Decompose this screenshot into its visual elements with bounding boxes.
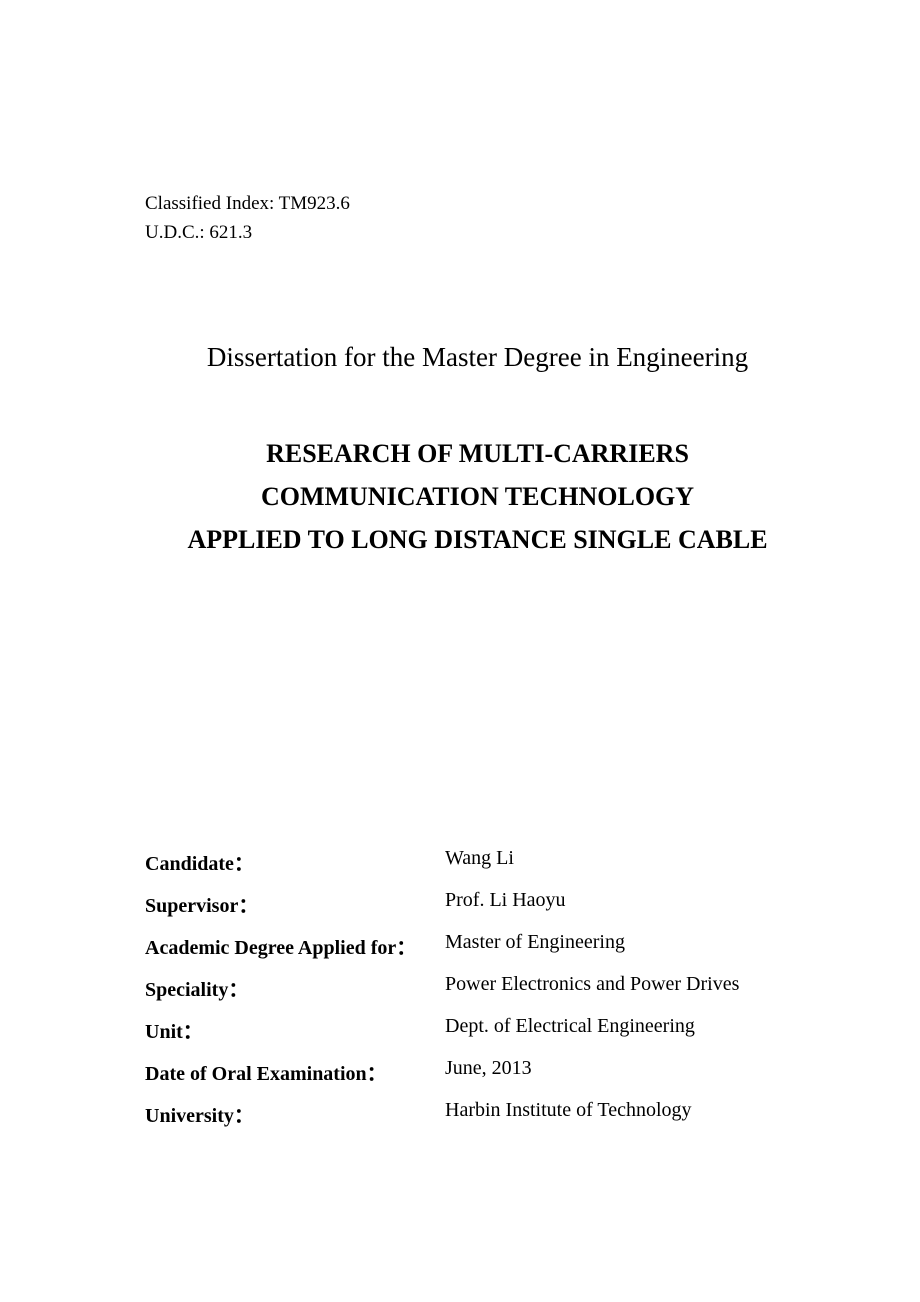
classification-block: Classified Index: TM923.6 U.D.C.: 621.3: [145, 190, 810, 247]
info-table: Candidate： Wang Li Supervisor： Prof. Li …: [145, 847, 810, 1128]
info-row-unit: Unit： Dept. of Electrical Engineering: [145, 1015, 810, 1044]
info-label: Date of Oral Examination：: [145, 1057, 445, 1086]
info-row-exam-date: Date of Oral Examination： June, 2013: [145, 1057, 810, 1086]
info-value: Harbin Institute of Technology: [445, 1099, 692, 1128]
title-line-2: COMMUNICATION TECHNOLOGY: [145, 476, 810, 519]
title-line-3: APPLIED TO LONG DISTANCE SINGLE CABLE: [145, 519, 810, 562]
dissertation-title: RESEARCH OF MULTI-CARRIERS COMMUNICATION…: [145, 433, 810, 562]
udc-code: U.D.C.: 621.3: [145, 219, 810, 248]
info-value: June, 2013: [445, 1057, 532, 1086]
info-value: Prof. Li Haoyu: [445, 889, 566, 918]
info-label: Unit：: [145, 1015, 445, 1044]
info-row-degree: Academic Degree Applied for： Master of E…: [145, 931, 810, 960]
title-page: Classified Index: TM923.6 U.D.C.: 621.3 …: [0, 0, 920, 1128]
info-value: Wang Li: [445, 847, 514, 876]
info-row-university: University： Harbin Institute of Technolo…: [145, 1099, 810, 1128]
title-line-1: RESEARCH OF MULTI-CARRIERS: [145, 433, 810, 476]
info-label: Supervisor：: [145, 889, 445, 918]
degree-line: Dissertation for the Master Degree in En…: [145, 342, 810, 373]
info-row-speciality: Speciality： Power Electronics and Power …: [145, 973, 810, 1002]
info-value: Power Electronics and Power Drives: [445, 973, 739, 1002]
info-row-supervisor: Supervisor： Prof. Li Haoyu: [145, 889, 810, 918]
classified-index: Classified Index: TM923.6: [145, 190, 810, 219]
info-value: Dept. of Electrical Engineering: [445, 1015, 695, 1044]
info-label: Speciality：: [145, 973, 445, 1002]
info-value: Master of Engineering: [445, 931, 625, 960]
info-row-candidate: Candidate： Wang Li: [145, 847, 810, 876]
info-label: Candidate：: [145, 847, 445, 876]
info-label: Academic Degree Applied for：: [145, 931, 445, 960]
info-label: University：: [145, 1099, 445, 1128]
